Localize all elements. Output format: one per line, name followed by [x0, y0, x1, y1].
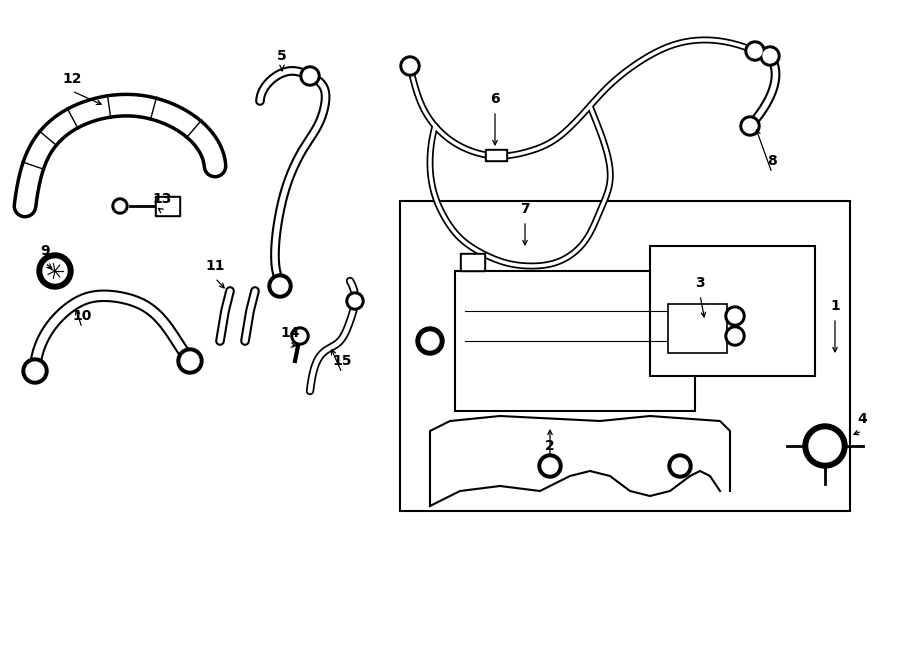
Circle shape	[43, 259, 67, 283]
Text: 15: 15	[332, 354, 352, 368]
Circle shape	[728, 329, 742, 343]
Circle shape	[668, 454, 692, 478]
Circle shape	[26, 362, 44, 380]
Circle shape	[300, 66, 320, 86]
Circle shape	[346, 292, 364, 310]
Circle shape	[743, 119, 757, 133]
Text: 7: 7	[520, 202, 530, 216]
Bar	[157, 198, 178, 214]
Text: 6: 6	[491, 92, 500, 106]
Text: 4: 4	[857, 412, 867, 426]
Circle shape	[181, 352, 199, 370]
Circle shape	[272, 278, 288, 294]
Bar	[485, 149, 507, 161]
Circle shape	[37, 253, 73, 289]
Bar	[400, 201, 850, 511]
Circle shape	[349, 295, 361, 307]
Circle shape	[303, 69, 317, 83]
Circle shape	[538, 454, 562, 478]
Text: 8: 8	[767, 154, 777, 168]
Circle shape	[403, 59, 417, 73]
Text: 13: 13	[152, 192, 172, 206]
Text: 11: 11	[205, 259, 225, 273]
Circle shape	[745, 41, 765, 61]
Circle shape	[268, 274, 292, 298]
Circle shape	[400, 56, 420, 76]
Text: 1: 1	[830, 299, 840, 313]
Circle shape	[421, 332, 439, 350]
Text: 3: 3	[695, 276, 705, 290]
Bar	[155, 196, 180, 216]
Text: 2: 2	[545, 439, 555, 453]
Bar	[650, 246, 815, 376]
Circle shape	[748, 44, 762, 58]
Circle shape	[803, 424, 847, 468]
Bar	[460, 253, 485, 271]
Circle shape	[725, 326, 745, 346]
Circle shape	[760, 46, 780, 66]
Circle shape	[672, 458, 688, 474]
Circle shape	[416, 327, 444, 355]
Circle shape	[740, 116, 760, 136]
Circle shape	[809, 430, 841, 462]
Bar	[487, 151, 505, 159]
FancyBboxPatch shape	[455, 271, 695, 411]
Text: 5: 5	[277, 49, 287, 63]
Circle shape	[294, 330, 306, 342]
Text: 10: 10	[72, 309, 92, 323]
Bar	[462, 255, 483, 269]
Circle shape	[725, 306, 745, 326]
Text: 9: 9	[40, 244, 50, 258]
Circle shape	[112, 198, 128, 214]
Text: 14: 14	[280, 326, 300, 340]
FancyBboxPatch shape	[668, 304, 727, 353]
Circle shape	[542, 458, 558, 474]
Circle shape	[763, 49, 777, 63]
Circle shape	[728, 309, 742, 323]
Text: 12: 12	[62, 72, 82, 86]
Circle shape	[291, 327, 309, 345]
Circle shape	[115, 201, 125, 211]
Circle shape	[177, 348, 203, 374]
Circle shape	[22, 358, 48, 384]
